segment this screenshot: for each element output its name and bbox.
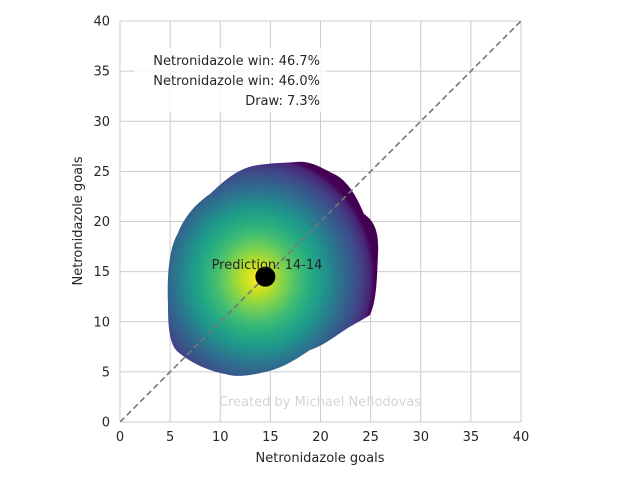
y-tick-label: 20: [93, 215, 110, 230]
y-tick-label: 0: [102, 416, 110, 431]
y-tick-label: 35: [93, 65, 110, 80]
x-tick-label: 25: [362, 430, 379, 445]
outcome-away-win: Netronidazole win: 46.0%: [153, 74, 320, 89]
x-tick-label: 30: [412, 430, 429, 445]
outcome-draw: Draw: 7.3%: [245, 94, 320, 109]
y-axis-label: Netronidazole goals: [71, 156, 86, 285]
x-axis-label: Netronidazole goals: [256, 451, 385, 466]
y-tick-label: 40: [93, 15, 110, 30]
prediction-point: [255, 266, 276, 287]
y-tick-label: 25: [93, 165, 110, 180]
x-tick-label: 40: [513, 430, 530, 445]
x-tick-label: 20: [312, 430, 329, 445]
outcome-home-win: Netronidazole win: 46.7%: [153, 54, 320, 69]
y-tick-label: 30: [93, 115, 110, 130]
x-tick-label: 15: [262, 430, 279, 445]
prediction-label: Prediction: 14-14: [212, 258, 323, 273]
y-tick-label: 10: [93, 315, 110, 330]
x-tick-label: 35: [463, 430, 480, 445]
y-tick-label: 5: [102, 365, 110, 380]
x-tick-label: 0: [116, 430, 124, 445]
outcomes-box: [134, 48, 326, 112]
y-tick-label: 15: [93, 265, 110, 280]
x-tick-label: 5: [166, 430, 174, 445]
x-tick-label: 10: [212, 430, 229, 445]
watermark: Created by Michael Nefiodovas: [219, 395, 421, 410]
